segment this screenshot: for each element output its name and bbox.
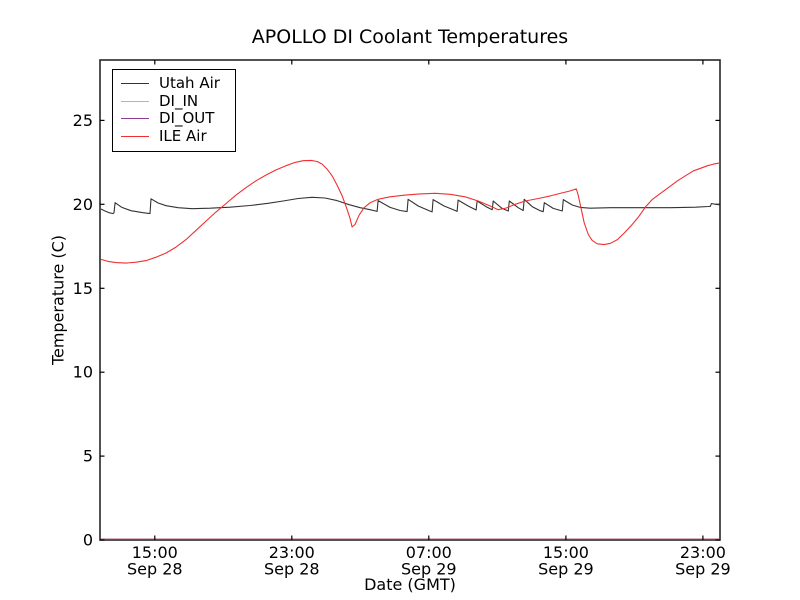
chart-title: APOLLO DI Coolant Temperatures bbox=[251, 26, 569, 48]
x-tick-label-time: 15:00 bbox=[543, 543, 589, 562]
y-tick-label: 5 bbox=[83, 447, 93, 466]
x-tick-label-date: Sep 28 bbox=[264, 560, 320, 579]
legend-label: DI_OUT bbox=[159, 109, 215, 128]
x-tick-label-date: Sep 28 bbox=[127, 560, 183, 579]
legend-label: ILE Air bbox=[159, 126, 207, 145]
x-tick-label-time: 15:00 bbox=[132, 543, 178, 562]
legend-item-utah-air: Utah Air bbox=[121, 75, 227, 93]
y-tick-label: 10 bbox=[73, 363, 93, 382]
legend-item-ile-air: ILE Air bbox=[121, 128, 227, 146]
legend-line-ile-air bbox=[121, 135, 149, 137]
x-tick-label-date: Sep 29 bbox=[538, 560, 594, 579]
legend-item-di-out: DI_OUT bbox=[121, 110, 227, 128]
y-tick-label: 25 bbox=[73, 111, 93, 130]
x-axis-label: Date (GMT) bbox=[364, 575, 456, 594]
axes-frame bbox=[99, 59, 721, 541]
x-tick-label-time: 23:00 bbox=[269, 543, 315, 562]
legend-line-di-in bbox=[121, 100, 149, 102]
series-line-ile-air bbox=[100, 159, 720, 264]
legend-item-di-in: DI_IN bbox=[121, 93, 227, 111]
legend: Utah Air DI_IN DI_OUT ILE Air bbox=[112, 69, 236, 152]
x-tick-label-time: 23:00 bbox=[680, 543, 726, 562]
legend-line-di-out bbox=[121, 118, 149, 120]
x-tick-label-date: Sep 29 bbox=[675, 560, 731, 579]
y-tick-label: 15 bbox=[73, 279, 93, 298]
y-tick-label: 0 bbox=[83, 531, 93, 550]
legend-label: Utah Air bbox=[159, 74, 220, 93]
legend-line-utah-air bbox=[121, 83, 149, 85]
series-line-utah-air bbox=[100, 196, 721, 215]
x-tick-label-time: 07:00 bbox=[406, 543, 452, 562]
y-tick-label: 20 bbox=[73, 195, 93, 214]
x-tick-label-date: Sep 29 bbox=[401, 560, 457, 579]
legend-label: DI_IN bbox=[159, 91, 199, 110]
